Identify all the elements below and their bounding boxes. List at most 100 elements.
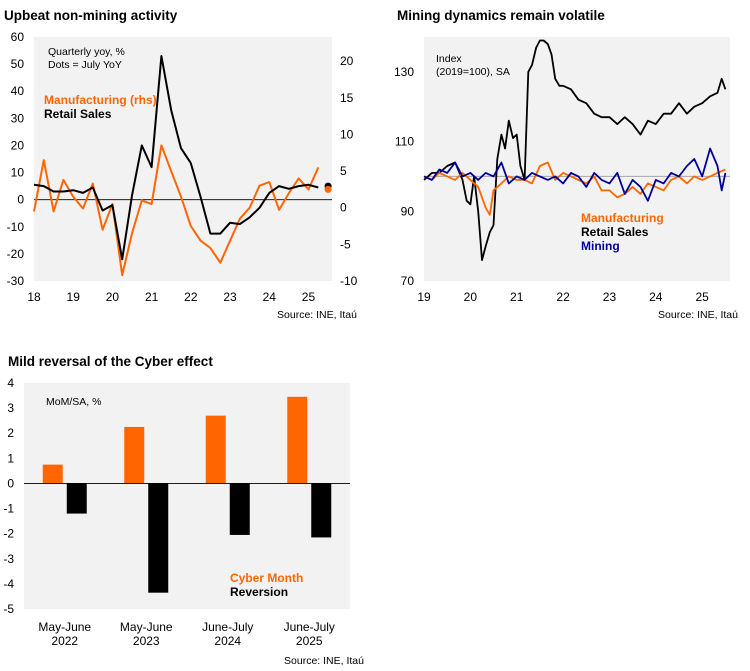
chart1-plot-area [34,37,332,281]
chart3-bar [311,483,332,538]
chart1-x-tick-label: 23 [223,290,237,304]
chart2-x-tick-label: 23 [603,290,617,304]
chart3-category-label: 2022 [51,634,78,648]
chart2-plot-area [424,37,730,281]
chart1-right-tick-label: 0 [340,201,347,215]
chart3-title: Mild reversal of the Cyber effect [8,354,213,369]
chart3-y-tick-label: -3 [3,552,14,566]
chart1-left-tick-label: 0 [17,193,24,207]
chart1-x-tick-label: 25 [302,290,316,304]
chart3-legend-cyber: Cyber Month [230,571,303,585]
chart2-legend-retail: Retail Sales [581,225,649,239]
chart3-category-label: May-June [120,620,173,634]
chart2-legend-mining: Mining [581,239,620,253]
chart1-right-tick-label: 10 [340,127,354,141]
chart2-x-tick-label: 19 [417,290,431,304]
chart1-note-line1: Quarterly yoy, % [48,46,125,58]
chart1-left-tick-label: 30 [11,111,25,125]
chart1-right-tick-label: 15 [340,91,354,105]
chart-mining-dynamics: Mining dynamics remain volatile 70 90 110 1… [394,8,738,321]
chart3-y-tick-label: -4 [3,577,14,591]
chart1-left-tick-label: -10 [7,220,25,234]
chart3-bar [205,415,226,484]
chart2-y-axis-ticks: 70 90 110 130 [394,65,414,288]
chart3-y-tick-label: 3 [7,401,14,415]
chart1-title: Upbeat non-mining activity [4,8,178,23]
chart2-x-tick-label: 24 [649,290,663,304]
chart3-y-tick-label: -1 [3,502,14,516]
chart2-title: Mining dynamics remain volatile [397,8,605,23]
chart3-category-label: 2024 [214,634,241,648]
chart1-right-tick-label: 20 [340,54,354,68]
chart2-y-tick-label: 110 [395,135,414,149]
chart2-x-tick-label: 20 [464,290,478,304]
chart3-source: Source: INE, Itaú [284,655,364,667]
chart1-x-tick-label: 22 [184,290,198,304]
chart1-note-line2: Dots = July YoY [48,59,122,71]
chart3-y-axis-ticks: -5 -4 -3 -2 -1 0 1 2 3 4 [3,376,14,616]
chart1-series-line [33,55,319,261]
chart3-category-label: June-July [284,620,335,634]
chart2-series [423,39,727,262]
chart1-left-tick-label: -20 [7,247,25,261]
chart3-bar [124,426,145,484]
chart2-x-tick-label: 25 [696,290,710,304]
chart3-bar [229,483,250,535]
chart2-series-line [423,147,727,202]
chart1-x-tick-label: 21 [145,290,159,304]
chart1-right-axis-ticks: -10 -5 0 5 10 15 20 [340,54,358,288]
chart2-x-axis-ticks: 19 20 21 22 23 24 25 [417,290,709,304]
chart2-series-line [423,161,726,216]
chart1-left-tick-label: 50 [11,57,25,71]
chart1-left-tick-label: 60 [11,30,25,44]
chart1-x-tick-label: 20 [106,290,120,304]
chart3-category-label: May-June [38,620,91,634]
chart1-right-tick-label: -10 [340,274,358,288]
chart2-legend-manufacturing: Manufacturing [581,211,664,225]
chart1-left-tick-label: 10 [11,166,25,180]
chart3-bars [42,396,332,593]
chart3-note: MoM/SA, % [46,396,101,408]
chart3-y-tick-label: -5 [3,602,14,616]
chart3-y-tick-label: 4 [7,376,14,390]
chart3-y-tick-label: 2 [7,426,14,440]
chart3-legend-reversion: Reversion [230,585,288,599]
chart1-source: Source: INE, Itaú [277,309,357,321]
chart2-note-line2: (2019=100), SA [436,66,510,78]
chart1-left-axis-ticks: -30 -20 -10 0 10 20 30 40 50 60 [7,30,25,288]
chart1-x-tick-label: 18 [27,290,41,304]
chart3-y-tick-label: 0 [7,476,14,490]
chart3-bar [66,483,87,514]
chart1-left-tick-label: 40 [11,84,25,98]
chart2-y-tick-label: 70 [401,274,415,288]
chart1-right-tick-label: 5 [340,164,347,178]
chart1-x-tick-label: 19 [67,290,81,304]
chart2-source: Source: INE, Itaú [658,309,738,321]
chart3-category-label: June-July [202,620,253,634]
chart3-category-label: 2025 [296,634,323,648]
chart2-y-tick-label: 130 [394,65,414,79]
chart3-bar [42,464,63,484]
chart1-left-tick-label: 20 [11,138,25,152]
chart2-note-line1: Index [436,53,462,65]
chart3-y-tick-label: -2 [3,527,14,541]
chart3-y-tick-label: 1 [7,451,14,465]
chart1-legend-manufacturing: Manufacturing (rhs) [44,93,157,107]
chart1-right-tick-label: -5 [340,237,351,251]
chart1-x-tick-label: 24 [263,290,277,304]
chart-cyber-effect: Mild reversal of the Cyber effect -5 -4 -3… [3,354,364,667]
chart2-y-tick-label: 90 [401,204,415,218]
chart3-category-label: 2023 [133,634,160,648]
chart1-series-line [33,144,320,277]
chart-upbeat-non-mining: Upbeat non-mining activity -30 -20 -10 0 10 2… [4,8,358,321]
chart3-bar [148,483,169,593]
chart1-left-tick-label: -30 [7,274,25,288]
chart1-legend-retail: Retail Sales [44,107,112,121]
chart2-x-tick-label: 21 [510,290,524,304]
chart1-july-dot [324,185,332,193]
chart3-category-labels: May-June2022May-June2023June-July2024Jun… [38,620,335,648]
chart2-x-tick-label: 22 [556,290,570,304]
chart1-x-axis-ticks: 18 19 20 21 22 23 24 25 [27,290,315,304]
chart3-bar [287,396,308,484]
